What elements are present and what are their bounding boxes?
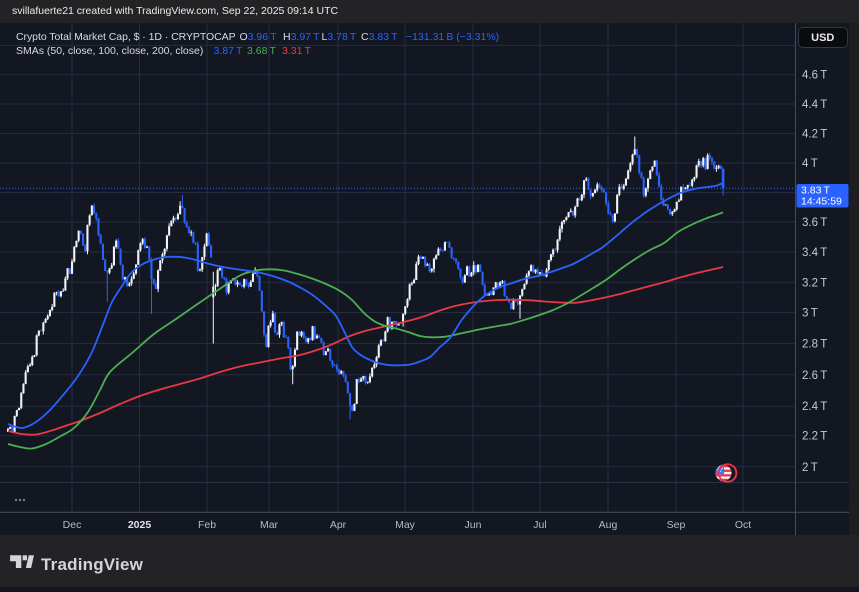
svg-text:Apr: Apr xyxy=(330,519,347,531)
svg-text:4.6 T: 4.6 T xyxy=(802,70,827,82)
svg-text:4.2 T: 4.2 T xyxy=(802,129,827,141)
svg-text:2.8 T: 2.8 T xyxy=(802,339,827,351)
svg-text:3 T: 3 T xyxy=(802,308,818,320)
svg-text:2.4 T: 2.4 T xyxy=(802,401,827,413)
svg-text:14:45:59: 14:45:59 xyxy=(801,196,842,208)
svg-text:2.6 T: 2.6 T xyxy=(802,370,827,382)
svg-text:3.4 T: 3.4 T xyxy=(802,247,827,259)
svg-text:Oct: Oct xyxy=(735,519,751,531)
svg-text:Sep: Sep xyxy=(667,519,686,531)
svg-text:3.6 T: 3.6 T xyxy=(802,217,827,229)
svg-text:2 T: 2 T xyxy=(802,462,818,474)
svg-text:4.4 T: 4.4 T xyxy=(802,99,827,111)
svg-text:3.2 T: 3.2 T xyxy=(802,277,827,289)
svg-text:2.2 T: 2.2 T xyxy=(802,431,827,443)
svg-text:2025: 2025 xyxy=(128,519,152,531)
svg-text:3.83 T: 3.83 T xyxy=(801,185,831,197)
svg-text:Jul: Jul xyxy=(533,519,546,531)
svg-text:Jun: Jun xyxy=(465,519,482,531)
svg-text:Mar: Mar xyxy=(260,519,279,531)
svg-text:May: May xyxy=(395,519,416,531)
svg-text:Feb: Feb xyxy=(198,519,216,531)
svg-text:Dec: Dec xyxy=(63,519,82,531)
svg-text:Aug: Aug xyxy=(599,519,618,531)
svg-text:4 T: 4 T xyxy=(802,158,818,170)
